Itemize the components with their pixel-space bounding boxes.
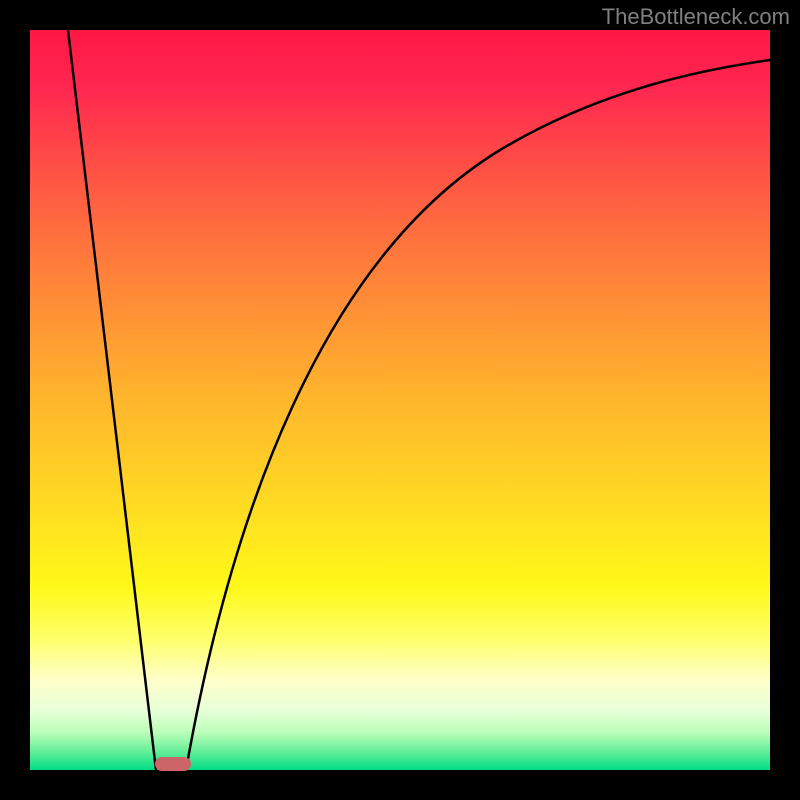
watermark-text: TheBottleneck.com bbox=[602, 4, 790, 30]
chart-svg bbox=[0, 0, 800, 800]
bottleneck-chart: TheBottleneck.com bbox=[0, 0, 800, 800]
chart-gradient-bg bbox=[30, 30, 770, 770]
bottleneck-marker bbox=[155, 757, 191, 771]
